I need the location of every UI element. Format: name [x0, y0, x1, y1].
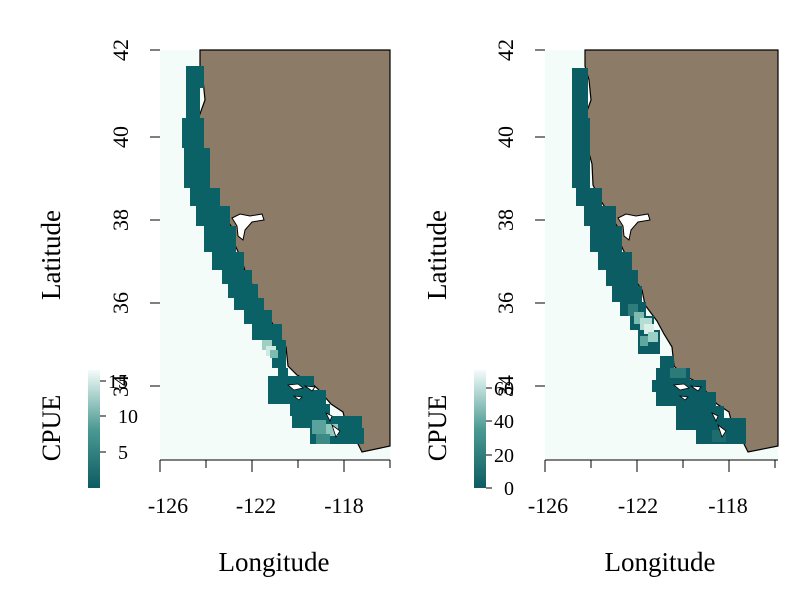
- y-tick-label: 38: [493, 209, 518, 231]
- y-axis-right: [535, 49, 545, 387]
- cpue-cells-high: [262, 340, 338, 444]
- y-axis-left: [150, 49, 160, 387]
- legend-tick-label: 60: [494, 378, 514, 400]
- x-axis-title: Longitude: [605, 547, 716, 577]
- legend-tick-label: 10: [118, 406, 138, 428]
- legend-tick-label: 20: [494, 445, 514, 467]
- cpue-cells-high: [628, 304, 726, 442]
- colorbar: [474, 370, 486, 488]
- map-panel-left: 42 40 38 36 34 -126 -122 -118 Longitude …: [36, 39, 391, 577]
- x-axis-title: Longitude: [219, 547, 330, 577]
- x-tick-label: -122: [618, 493, 658, 518]
- x-tick-label: -118: [324, 493, 364, 518]
- y-tick-label: 40: [493, 126, 518, 148]
- x-tick-label: -126: [528, 493, 568, 518]
- channel-islands: [287, 383, 341, 438]
- x-tick-label: -122: [236, 493, 276, 518]
- y-tick-label: 34: [493, 375, 518, 397]
- legend-title: CPUE: [37, 395, 66, 461]
- y-tick-label: 36: [493, 292, 518, 314]
- cpue-cells: [182, 66, 364, 444]
- y-tick-label: 38: [108, 209, 133, 231]
- y-tick-label: 36: [108, 292, 133, 314]
- legend-tick-label: 0: [504, 478, 514, 500]
- channel-islands: [673, 383, 727, 438]
- y-tick-label: 42: [108, 39, 133, 61]
- x-axis-right: [544, 459, 778, 472]
- legend-tick-label: 15: [108, 371, 128, 393]
- y-tick-label: 34: [108, 375, 133, 397]
- y-axis-title: Latitude: [36, 210, 66, 300]
- border-line: [747, 445, 779, 453]
- cpue-legend: 15 10 5 CPUE: [37, 370, 138, 488]
- legend-tick-label: 5: [118, 442, 128, 464]
- x-tick-label: -118: [708, 493, 748, 518]
- border-line: [361, 445, 391, 453]
- sf-bay: [617, 213, 651, 241]
- colorbar: [88, 370, 100, 488]
- y-tick-label: 42: [493, 39, 518, 61]
- map-panel-right: 42 40 38 36 34 -126 -122 -118 Longitude …: [422, 39, 779, 577]
- sf-bay: [231, 213, 265, 241]
- cpue-legend: 60 40 20 0 CPUE: [423, 370, 514, 500]
- y-tick-label: 40: [108, 126, 133, 148]
- x-axis-left: [159, 459, 391, 472]
- legend-title: CPUE: [423, 395, 452, 461]
- y-axis-title: Latitude: [422, 210, 452, 300]
- legend-tick-label: 40: [494, 411, 514, 433]
- x-tick-label: -126: [148, 493, 188, 518]
